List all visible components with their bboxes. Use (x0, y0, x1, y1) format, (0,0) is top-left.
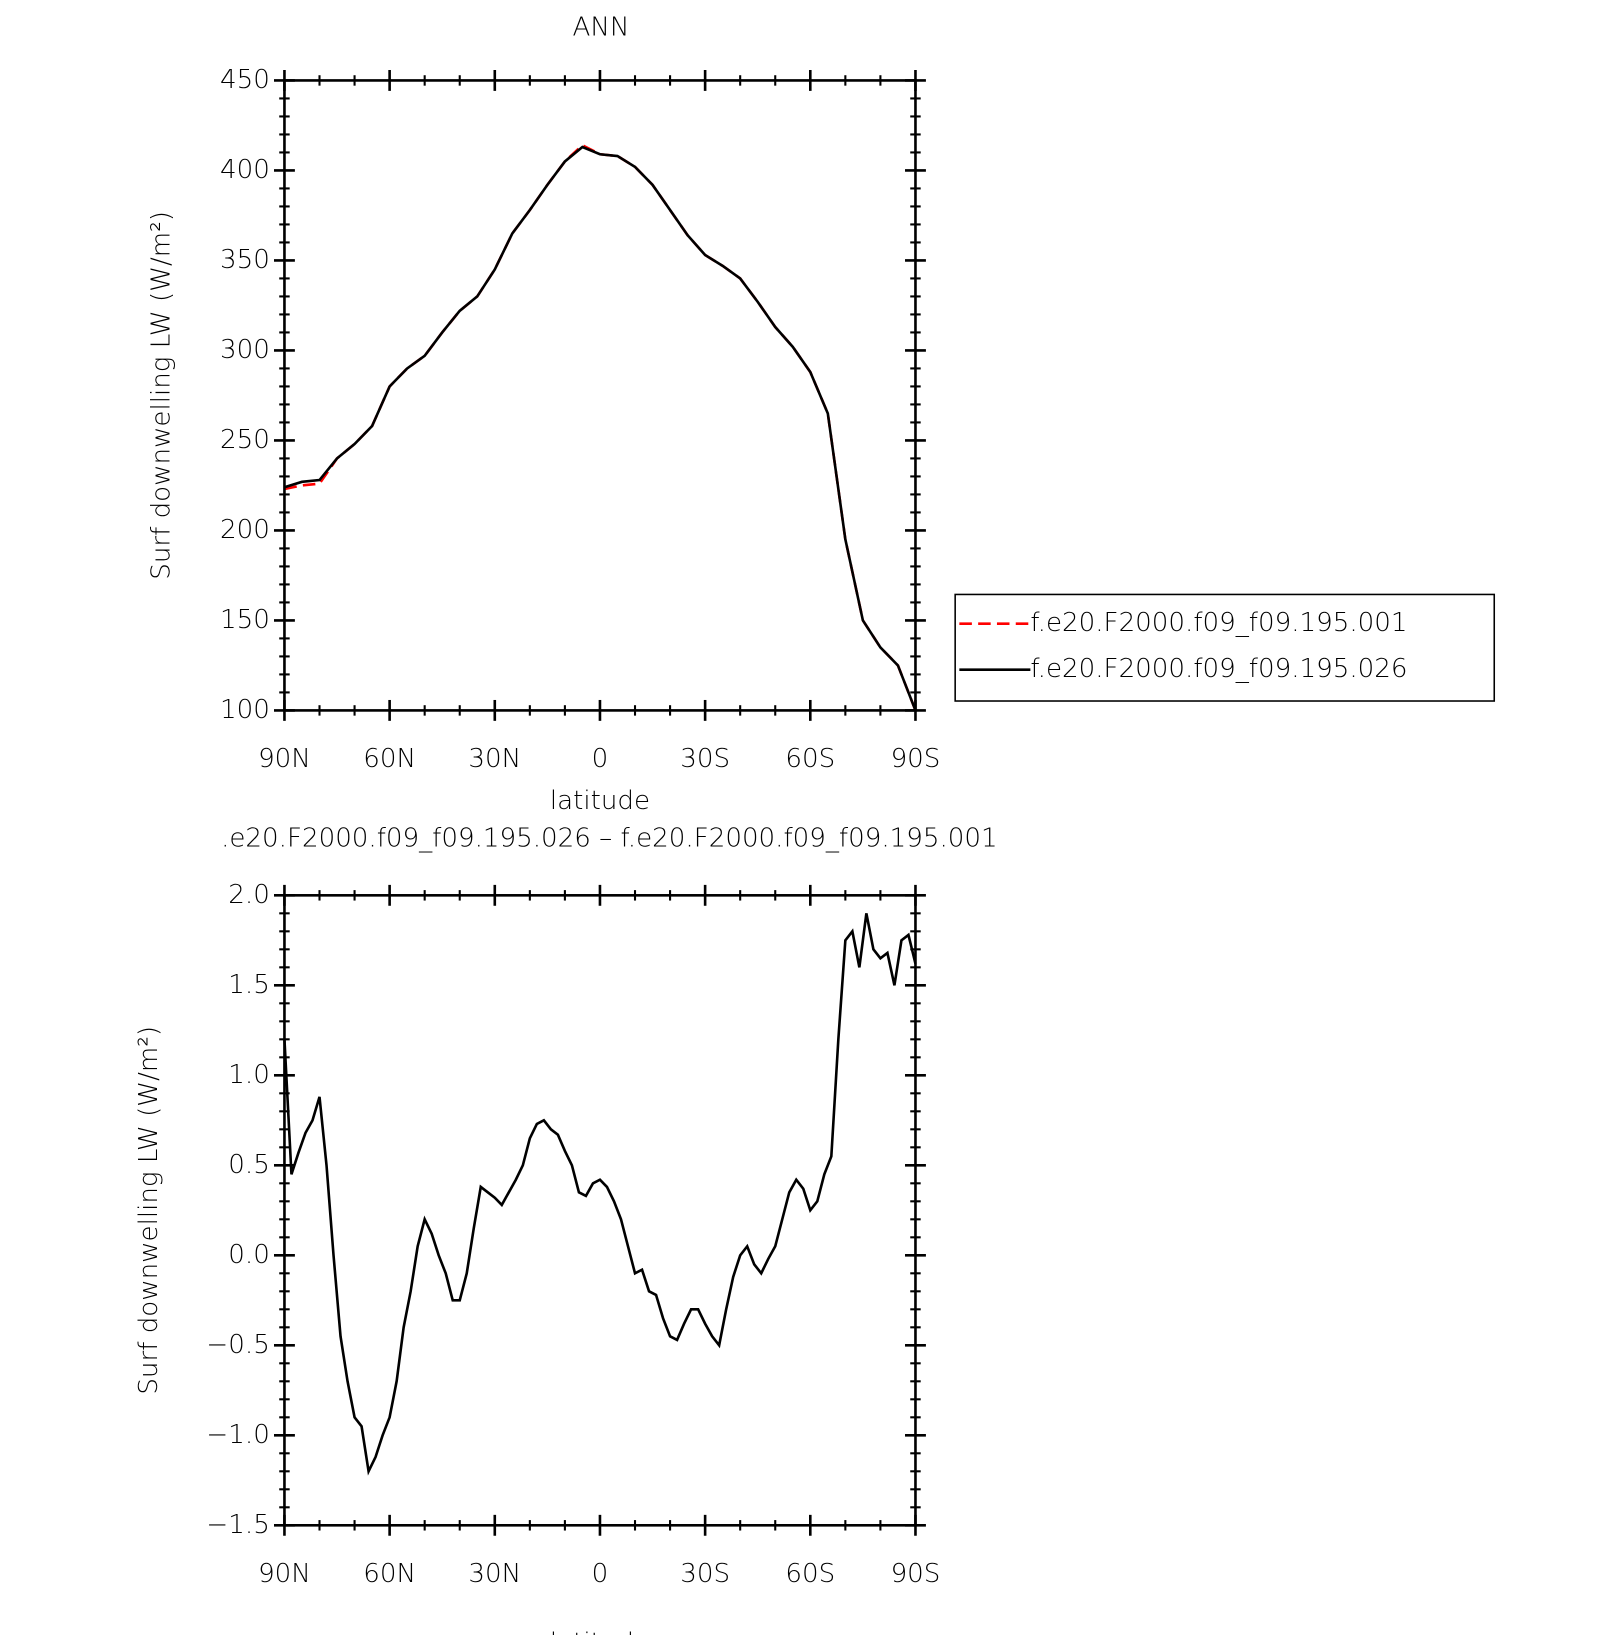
x-tick-label: 30S (680, 744, 730, 774)
y-tick-label: 1.0 (228, 1060, 270, 1090)
y-tick-label: −1.5 (206, 1510, 269, 1540)
x-axis-label: latitude (550, 786, 650, 816)
y-tick-label: 350 (220, 245, 270, 275)
x-tick-label: 90S (891, 744, 941, 774)
data-line (283, 913, 917, 1476)
y-tick-label: 250 (220, 425, 270, 455)
x-tick-label: 90S (891, 1559, 941, 1589)
data-line (284, 143, 917, 711)
y-axis-label: Surf downwelling LW (W/m²) (147, 211, 177, 580)
y-tick-label: 300 (220, 335, 270, 365)
y-axis-label: Surf downwelling LW (W/m²) (134, 1026, 164, 1395)
x-tick-label: 60N (363, 1559, 416, 1589)
chart-title: ANN (573, 13, 630, 43)
chart-title: .e20.F2000.f09_f09.195.026 – f.e20.F2000… (221, 823, 998, 853)
x-tick-label: 30N (468, 1559, 521, 1589)
y-tick-label: 150 (220, 605, 270, 635)
legend-label: f.e20.F2000.f09_f09.195.001 (1030, 608, 1407, 638)
x-tick-label: 0 (592, 1559, 609, 1589)
x-tick-label: 60N (363, 744, 416, 774)
y-tick-label: 200 (220, 515, 270, 545)
x-tick-label: 90N (258, 1559, 311, 1589)
x-tick-label: 90N (258, 744, 311, 774)
y-tick-label: 400 (220, 155, 270, 185)
x-tick-label: 0 (592, 744, 609, 774)
y-tick-label: −0.5 (206, 1330, 269, 1360)
legend-box (954, 593, 1496, 702)
y-tick-label: −1.0 (206, 1420, 269, 1450)
legend-label: f.e20.F2000.f09_f09.195.026 (1030, 654, 1407, 684)
plot-frame (283, 894, 917, 1527)
x-tick-label: 60S (785, 744, 835, 774)
y-tick-label: 0.0 (228, 1240, 270, 1270)
y-tick-label: 1.5 (228, 970, 270, 1000)
x-axis-label: latitude (550, 1628, 650, 1635)
y-tick-label: 2.0 (228, 880, 270, 910)
y-tick-label: 100 (220, 695, 270, 725)
plot-frame (283, 79, 917, 712)
data-line (284, 145, 917, 711)
y-tick-label: 0.5 (228, 1150, 270, 1180)
y-tick-label: 450 (220, 65, 270, 95)
x-tick-label: 60S (785, 1559, 835, 1589)
x-tick-label: 30S (680, 1559, 730, 1589)
x-tick-label: 30N (468, 744, 521, 774)
